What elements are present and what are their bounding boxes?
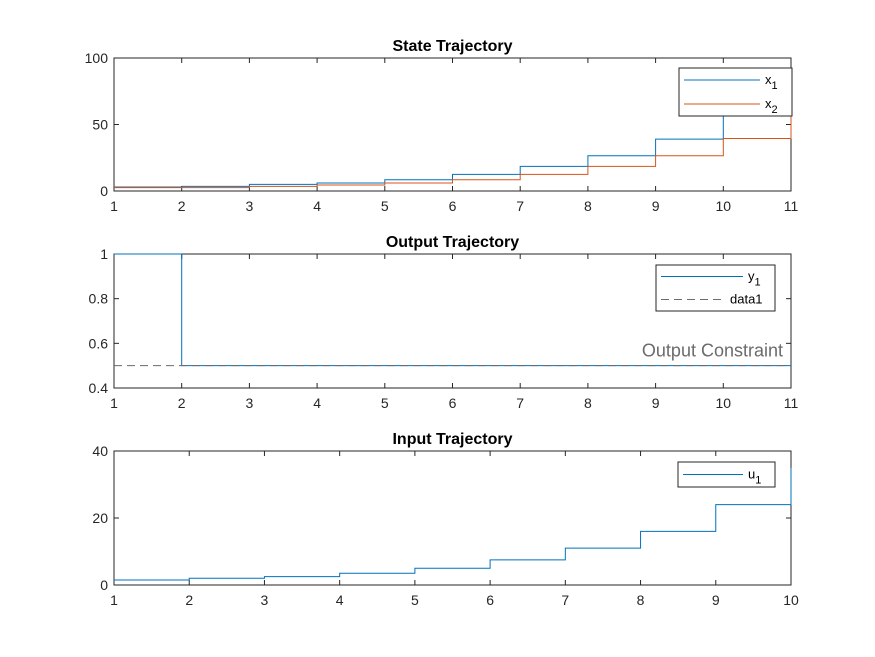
y-tick-label: 0.6	[89, 335, 109, 351]
x-tick-label: 2	[178, 395, 186, 411]
x-tick-label: 4	[313, 198, 321, 214]
legend-entry-name: x	[765, 72, 772, 87]
x-tick-label: 2	[178, 198, 186, 214]
x-tick-label: 6	[449, 395, 457, 411]
x-tick-label: 8	[637, 592, 645, 608]
legend: u1	[677, 461, 776, 488]
x-tick-label: 6	[449, 198, 457, 214]
series-line-u1	[114, 467, 792, 581]
legend-entry-label: data1	[730, 292, 763, 307]
x-tick-label: 10	[783, 592, 799, 608]
x-tick-label: 6	[486, 592, 494, 608]
y-tick-label: 0	[100, 577, 108, 593]
x-tick-label: 7	[561, 592, 569, 608]
legend-entry-label: y1	[748, 269, 761, 289]
legend-entry-name: y	[748, 269, 755, 284]
x-tick-label: 9	[652, 395, 660, 411]
x-tick-label: 1	[110, 395, 118, 411]
x-tick-label: 9	[712, 592, 720, 608]
x-tick-label: 2	[185, 592, 193, 608]
y-tick-label: 20	[92, 510, 108, 526]
x-tick-label: 5	[381, 395, 389, 411]
y-tick-label: 40	[92, 443, 108, 459]
y-tick-label: 50	[92, 117, 108, 133]
x-tick-label: 10	[716, 395, 732, 411]
legend-entry-subscript: 2	[772, 104, 778, 116]
legend-box	[678, 67, 793, 117]
y-tick-label: 100	[85, 50, 109, 66]
legend-box	[655, 264, 776, 312]
chart-title: Output Trajectory	[386, 234, 519, 251]
y-tick-label: 1	[100, 246, 108, 262]
plot-area	[113, 57, 792, 192]
x-tick-label: 9	[652, 198, 660, 214]
y-tick-label: 0.4	[89, 380, 109, 396]
x-tick-label: 7	[516, 395, 524, 411]
legend-entry-name: u	[748, 467, 755, 482]
chart-title: Input Trajectory	[392, 431, 512, 448]
x-tick-label: 3	[246, 395, 254, 411]
x-tick-label: 11	[784, 395, 799, 411]
x-tick-label: 4	[336, 592, 344, 608]
legend-entry-subscript: 1	[755, 475, 761, 487]
annotation-output-constraint: Output Constraint	[642, 341, 783, 361]
legend: y1 data1	[655, 264, 776, 312]
x-tick-label: 1	[110, 592, 118, 608]
x-tick-label: 3	[246, 198, 254, 214]
x-tick-label: 8	[584, 395, 592, 411]
x-tick-label: 5	[381, 198, 389, 214]
legend-entry-label: x1	[765, 72, 778, 92]
legend-entry-subscript: 1	[772, 80, 778, 92]
legend-entry-subscript: 1	[755, 277, 761, 289]
series-line-x1	[114, 75, 792, 188]
legend-entry-label: x2	[765, 96, 778, 116]
x-tick-label: 11	[784, 198, 799, 214]
y-tick-label: 0.8	[89, 291, 109, 307]
chart-title: State Trajectory	[392, 38, 512, 55]
x-tick-label: 1	[110, 198, 118, 214]
x-tick-label: 10	[716, 198, 732, 214]
x-tick-label: 4	[313, 395, 321, 411]
y-tick-label: 0	[100, 183, 108, 199]
x-tick-label: 7	[516, 198, 524, 214]
legend-entry-name: data1	[730, 292, 763, 307]
x-tick-label: 5	[411, 592, 419, 608]
legend-entry-name: x	[765, 96, 772, 111]
legend-entry-label: u1	[748, 467, 761, 487]
series-line-x2	[114, 112, 792, 189]
x-tick-label: 3	[261, 592, 269, 608]
x-tick-label: 8	[584, 198, 592, 214]
